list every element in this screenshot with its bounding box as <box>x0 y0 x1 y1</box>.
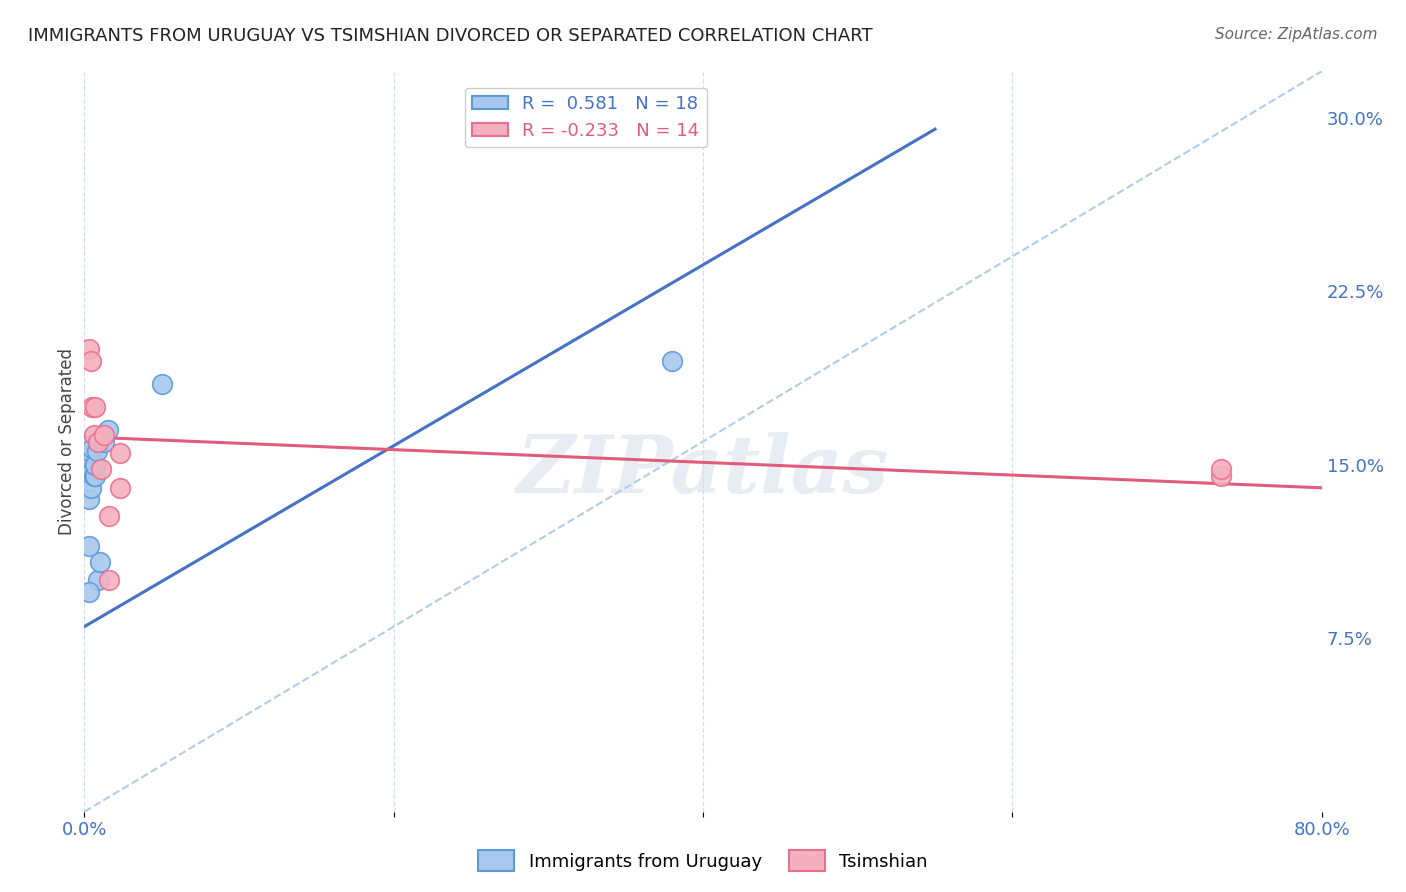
Point <box>87 434 110 449</box>
Point <box>77 342 100 356</box>
Point <box>79 481 101 495</box>
Point <box>108 446 131 460</box>
Legend: Immigrants from Uruguay, Tsimshian: Immigrants from Uruguay, Tsimshian <box>471 843 935 879</box>
Point <box>79 462 101 476</box>
Point <box>83 469 105 483</box>
Point <box>96 423 118 437</box>
Point <box>77 585 100 599</box>
Point <box>108 481 131 495</box>
Point <box>84 458 107 472</box>
Point <box>86 443 108 458</box>
Point <box>82 400 104 414</box>
Point <box>661 353 683 368</box>
Point <box>82 442 104 456</box>
Point <box>77 539 100 553</box>
Point <box>93 434 115 449</box>
Legend: R =  0.581   N = 18, R = -0.233   N = 14: R = 0.581 N = 18, R = -0.233 N = 14 <box>464 87 707 147</box>
Point <box>84 469 107 483</box>
Point <box>1209 462 1232 476</box>
Text: IMMIGRANTS FROM URUGUAY VS TSIMSHIAN DIVORCED OR SEPARATED CORRELATION CHART: IMMIGRANTS FROM URUGUAY VS TSIMSHIAN DIV… <box>28 27 873 45</box>
Point <box>82 446 104 460</box>
Point <box>87 574 110 588</box>
Point <box>90 462 112 476</box>
Point <box>93 427 115 442</box>
Text: Source: ZipAtlas.com: Source: ZipAtlas.com <box>1215 27 1378 42</box>
Text: ZIPatlas: ZIPatlas <box>517 433 889 510</box>
Point <box>1209 469 1232 483</box>
Point <box>89 555 111 569</box>
Point <box>98 508 121 523</box>
Point <box>79 353 101 368</box>
Point <box>98 574 121 588</box>
Point <box>150 376 173 391</box>
Point <box>83 427 105 442</box>
Point <box>82 453 104 467</box>
Point <box>77 492 100 507</box>
Y-axis label: Divorced or Separated: Divorced or Separated <box>58 348 76 535</box>
Point <box>84 400 107 414</box>
